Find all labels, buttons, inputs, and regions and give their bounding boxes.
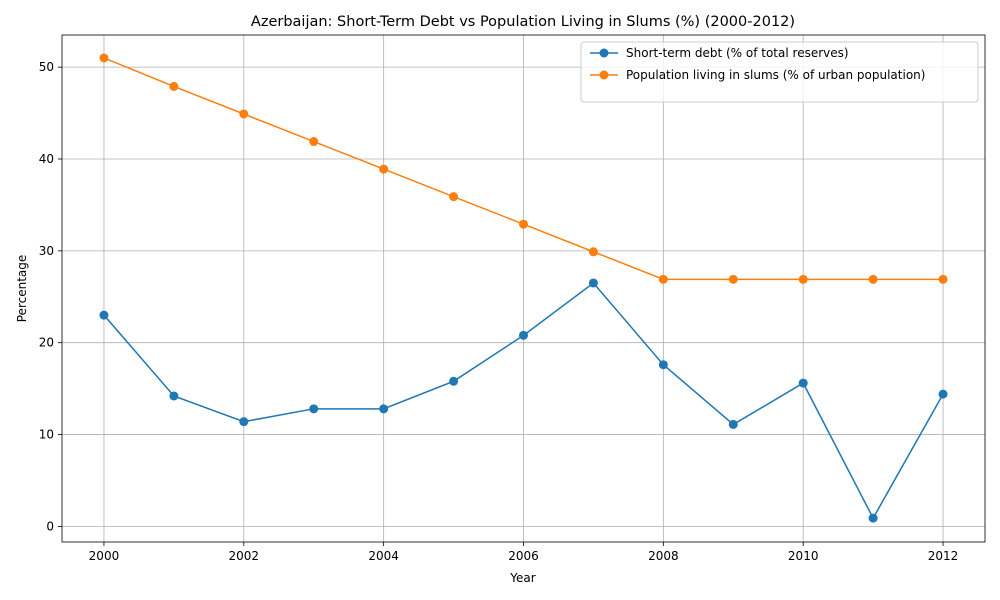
data-point xyxy=(798,274,808,284)
data-point xyxy=(519,219,528,229)
data-point xyxy=(309,404,319,414)
data-point xyxy=(239,417,249,427)
y-tick-label: 10 xyxy=(39,428,54,442)
data-point xyxy=(938,389,948,399)
y-axis-label: Percentage xyxy=(15,255,29,323)
ticks: 2000 2002 2004 2006 2008 2010 2012 0 10 20 30 40 50 xyxy=(39,60,959,563)
y-tick-label: 20 xyxy=(39,336,54,350)
legend-label: Population living in slums (% of urban p… xyxy=(626,68,925,82)
legend-entry: Population living in slums (% of urban p… xyxy=(590,68,925,82)
data-point xyxy=(519,330,528,340)
data-point xyxy=(309,137,319,147)
series-2 xyxy=(99,53,948,284)
y-tick-label: 0 xyxy=(46,519,54,533)
legend-box xyxy=(580,41,979,103)
y-tick-label: 30 xyxy=(39,244,54,258)
data-point xyxy=(169,391,179,401)
data-point xyxy=(99,53,109,63)
y-tick-label: 50 xyxy=(39,60,54,74)
data-point xyxy=(658,360,668,370)
x-tick-label: 2002 xyxy=(229,549,260,563)
data-point xyxy=(379,164,389,174)
chart-title: Azerbaijan: Short-Term Debt vs Populatio… xyxy=(251,14,795,30)
legend-entry: Short-term debt (% of total reserves) xyxy=(590,46,849,60)
grid xyxy=(62,35,985,542)
data-point xyxy=(588,247,598,257)
legend-marker xyxy=(599,70,609,80)
data-point xyxy=(868,274,878,284)
x-tick-label: 2006 xyxy=(508,549,539,563)
data-point xyxy=(379,404,389,414)
legend: Short-term debt (% of total reserves) Pop… xyxy=(580,41,979,103)
data-point xyxy=(868,513,878,523)
data-point xyxy=(588,278,598,288)
series-1 xyxy=(99,278,948,523)
data-point xyxy=(728,419,738,429)
x-tick-label: 2004 xyxy=(368,549,399,563)
data-point xyxy=(798,378,808,388)
data-point xyxy=(99,310,109,320)
x-axis-label: Year xyxy=(509,571,535,585)
series-layer xyxy=(99,53,948,523)
data-point xyxy=(938,274,948,284)
data-point xyxy=(728,274,738,284)
legend-label: Short-term debt (% of total reserves) xyxy=(626,46,849,60)
y-tick-label: 40 xyxy=(39,152,54,166)
legend-marker xyxy=(599,48,609,58)
data-point xyxy=(449,192,459,202)
data-point xyxy=(449,376,459,386)
x-tick-label: 2012 xyxy=(928,549,959,563)
data-point xyxy=(658,274,668,284)
data-point xyxy=(169,81,179,91)
x-tick-label: 2000 xyxy=(89,549,120,563)
x-tick-label: 2010 xyxy=(788,549,819,563)
data-point xyxy=(239,109,249,119)
x-tick-label: 2008 xyxy=(648,549,679,563)
